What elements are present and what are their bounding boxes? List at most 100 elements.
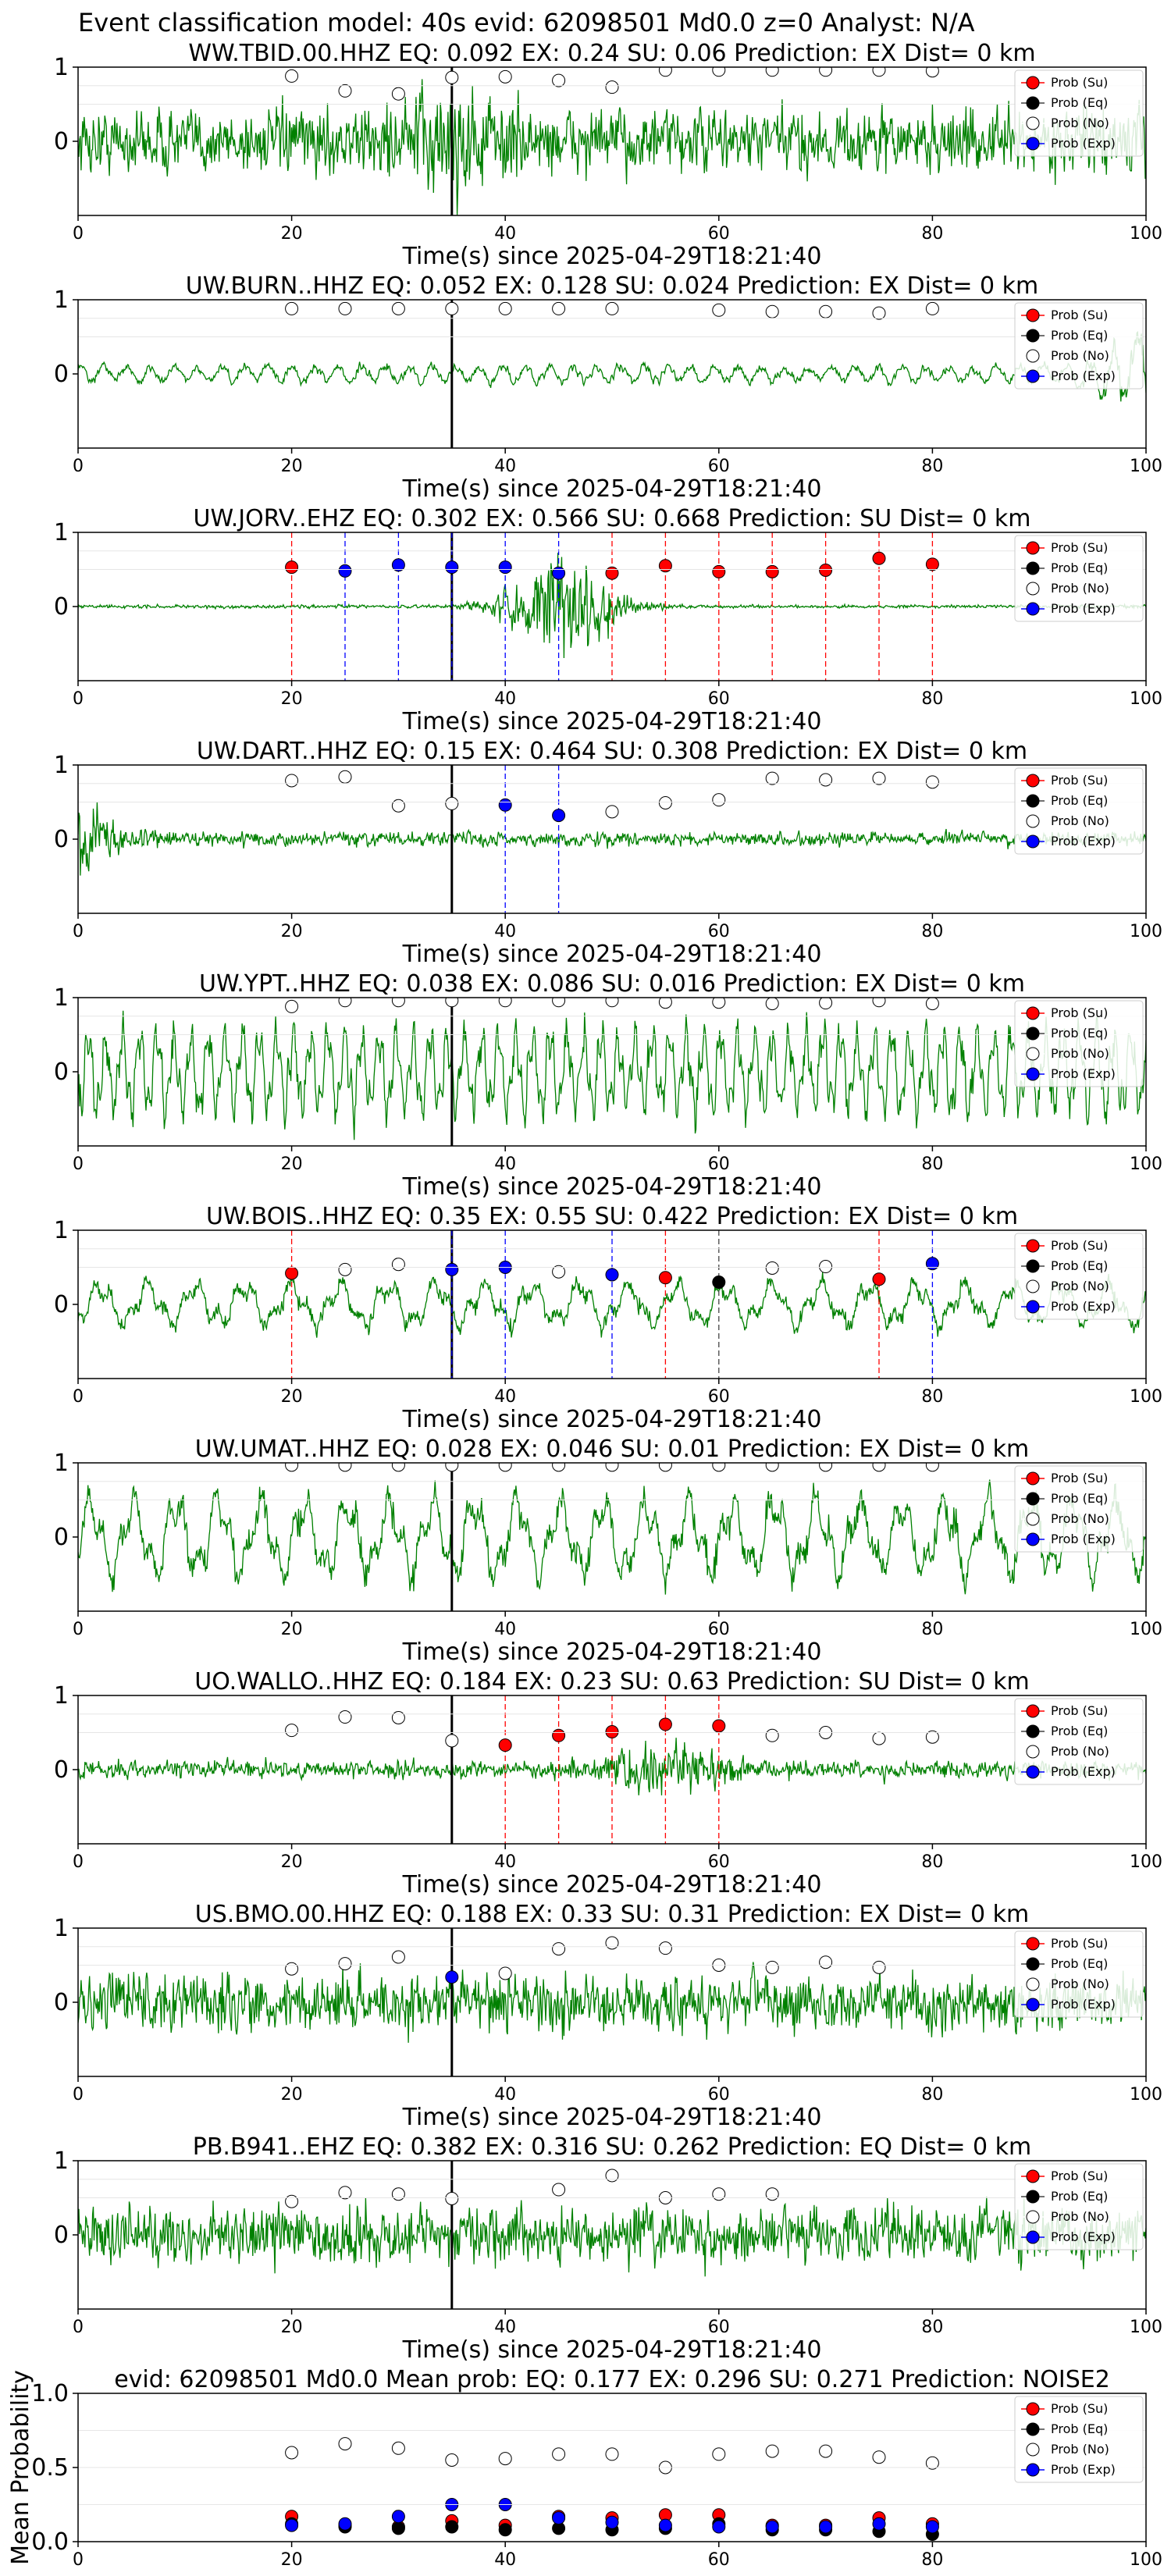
y-tick-label: 1.0 bbox=[31, 2380, 69, 2407]
panel-title: evid: 62098501 Md0.0 Mean prob: EQ: 0.17… bbox=[114, 2366, 1110, 2393]
prob-marker-no bbox=[819, 1260, 833, 1274]
x-tick-label: 40 bbox=[494, 1852, 516, 1872]
prob-marker-no bbox=[925, 67, 939, 78]
mean-prob-point-no bbox=[338, 2437, 352, 2451]
x-tick-label: 0 bbox=[73, 689, 84, 709]
axes-frame bbox=[77, 532, 1147, 681]
prob-marker-no bbox=[391, 799, 405, 813]
prob-marker-no bbox=[391, 998, 405, 1008]
prob-marker-no bbox=[872, 1463, 886, 1472]
legend bbox=[1014, 302, 1144, 390]
mean-prob-point-no bbox=[712, 2447, 726, 2461]
prob-marker-no bbox=[765, 1728, 779, 1742]
legend-label-exp: Prob (Exp) bbox=[1051, 136, 1116, 151]
x-tick-label: 40 bbox=[494, 2085, 516, 2105]
legend bbox=[1014, 1930, 1144, 2018]
x-tick-label: 60 bbox=[708, 922, 730, 941]
legend bbox=[1014, 1233, 1144, 1320]
x-tick-label: 80 bbox=[921, 2550, 943, 2570]
station-panel-10: PB.B941..EHZ EQ: 0.382 EX: 0.316 SU: 0.2… bbox=[54, 2133, 1162, 2364]
prob-marker-no bbox=[552, 73, 566, 87]
x-tick-label: 20 bbox=[281, 689, 303, 709]
prob-marker-no bbox=[285, 1962, 299, 1976]
legend-marker-eq bbox=[1026, 1026, 1040, 1041]
prob-marker-no bbox=[712, 67, 726, 77]
prob-marker-no bbox=[285, 1724, 299, 1738]
station-panel-9: US.BMO.00.HHZ EQ: 0.188 EX: 0.33 SU: 0.3… bbox=[54, 1901, 1162, 2131]
legend-label-su: Prob (Su) bbox=[1051, 2401, 1108, 2416]
prob-marker-su bbox=[605, 1725, 619, 1739]
prob-marker-no bbox=[445, 1734, 459, 1748]
legend-marker-eq bbox=[1026, 96, 1040, 110]
x-tick-label: 0 bbox=[73, 1155, 84, 1174]
mean-prob-point-exp bbox=[872, 2517, 886, 2531]
mean-prob-point-no bbox=[285, 2446, 299, 2460]
station-panel-2: UW.BURN..HHZ EQ: 0.052 EX: 0.128 SU: 0.0… bbox=[54, 272, 1162, 503]
prob-marker-no bbox=[712, 793, 726, 807]
prob-marker-no bbox=[872, 998, 886, 1008]
prob-marker-no bbox=[552, 998, 566, 1008]
x-tick-label: 80 bbox=[921, 224, 943, 244]
legend-label-exp: Prob (Exp) bbox=[1051, 601, 1116, 616]
legend-marker-su bbox=[1026, 1006, 1040, 1020]
legend-label-eq: Prob (Eq) bbox=[1051, 560, 1108, 575]
prob-marker-su bbox=[285, 560, 299, 575]
x-tick-label: 100 bbox=[1130, 1620, 1162, 1639]
x-tick-label: 0 bbox=[73, 1620, 84, 1639]
legend-label-no: Prob (No) bbox=[1051, 581, 1109, 596]
legend-marker-eq bbox=[1026, 1957, 1040, 1971]
panel-title: UW.DART..HHZ EQ: 0.15 EX: 0.464 SU: 0.30… bbox=[197, 738, 1027, 765]
x-tick-label: 100 bbox=[1130, 922, 1162, 941]
legend-marker-eq bbox=[1026, 2422, 1040, 2436]
legend-marker-su bbox=[1026, 308, 1040, 322]
station-panel-5: UW.YPT..HHZ EQ: 0.038 EX: 0.086 SU: 0.01… bbox=[54, 970, 1162, 1201]
plot-area bbox=[78, 998, 1146, 1146]
y-tick-label: 1 bbox=[54, 1915, 69, 1942]
x-tick-label: 60 bbox=[708, 1852, 730, 1872]
mean-prob-point-exp bbox=[552, 2511, 566, 2525]
legend-label-no: Prob (No) bbox=[1051, 813, 1109, 828]
y-tick-label: 1 bbox=[54, 286, 69, 314]
y-tick-label: 1 bbox=[54, 984, 69, 1012]
axes-frame bbox=[77, 1927, 1147, 2077]
axes-frame bbox=[77, 66, 1147, 216]
prob-marker-eq bbox=[712, 1276, 726, 1289]
legend-label-eq: Prob (Eq) bbox=[1051, 793, 1108, 808]
waveform-trace bbox=[78, 2196, 1146, 2277]
axes-frame bbox=[77, 997, 1147, 1147]
prob-marker-no bbox=[391, 1711, 405, 1724]
prob-marker-exp bbox=[338, 564, 352, 578]
x-tick-label: 100 bbox=[1130, 2318, 1162, 2337]
prob-marker-no bbox=[925, 775, 939, 789]
prob-marker-no bbox=[552, 301, 566, 315]
legend-label-su: Prob (Su) bbox=[1051, 540, 1108, 555]
x-tick-label: 40 bbox=[494, 224, 516, 244]
legend-marker-su bbox=[1026, 1704, 1040, 1718]
plot-area bbox=[78, 1463, 1146, 1611]
x-axis-label: Time(s) since 2025-04-29T18:21:40 bbox=[402, 475, 822, 503]
prob-marker-su bbox=[658, 1271, 672, 1285]
prob-marker-no bbox=[338, 998, 352, 1008]
x-tick-label: 20 bbox=[281, 1852, 303, 1872]
prob-marker-no bbox=[552, 1463, 566, 1472]
prob-marker-su bbox=[925, 557, 939, 571]
prob-marker-no bbox=[338, 2186, 352, 2200]
prob-marker-no bbox=[338, 1463, 352, 1472]
x-axis-label: Time(s) since 2025-04-29T18:21:40 bbox=[402, 243, 822, 270]
prob-marker-no bbox=[605, 301, 619, 315]
prob-marker-no bbox=[658, 998, 672, 1009]
prob-marker-no bbox=[819, 1463, 833, 1472]
x-tick-label: 80 bbox=[921, 1852, 943, 1872]
x-tick-label: 0 bbox=[73, 922, 84, 941]
legend-label-eq: Prob (Eq) bbox=[1051, 95, 1108, 110]
prob-marker-no bbox=[819, 1955, 833, 1969]
prob-marker-no bbox=[391, 87, 405, 101]
prob-marker-no bbox=[819, 998, 833, 1010]
legend bbox=[1014, 69, 1144, 157]
x-tick-label: 80 bbox=[921, 689, 943, 709]
x-tick-label: 40 bbox=[494, 1620, 516, 1639]
x-axis-label: Time(s) since 2025-04-29T18:21:40 bbox=[402, 1406, 822, 1433]
legend-marker-exp bbox=[1026, 602, 1040, 616]
x-tick-label: 20 bbox=[281, 1155, 303, 1174]
